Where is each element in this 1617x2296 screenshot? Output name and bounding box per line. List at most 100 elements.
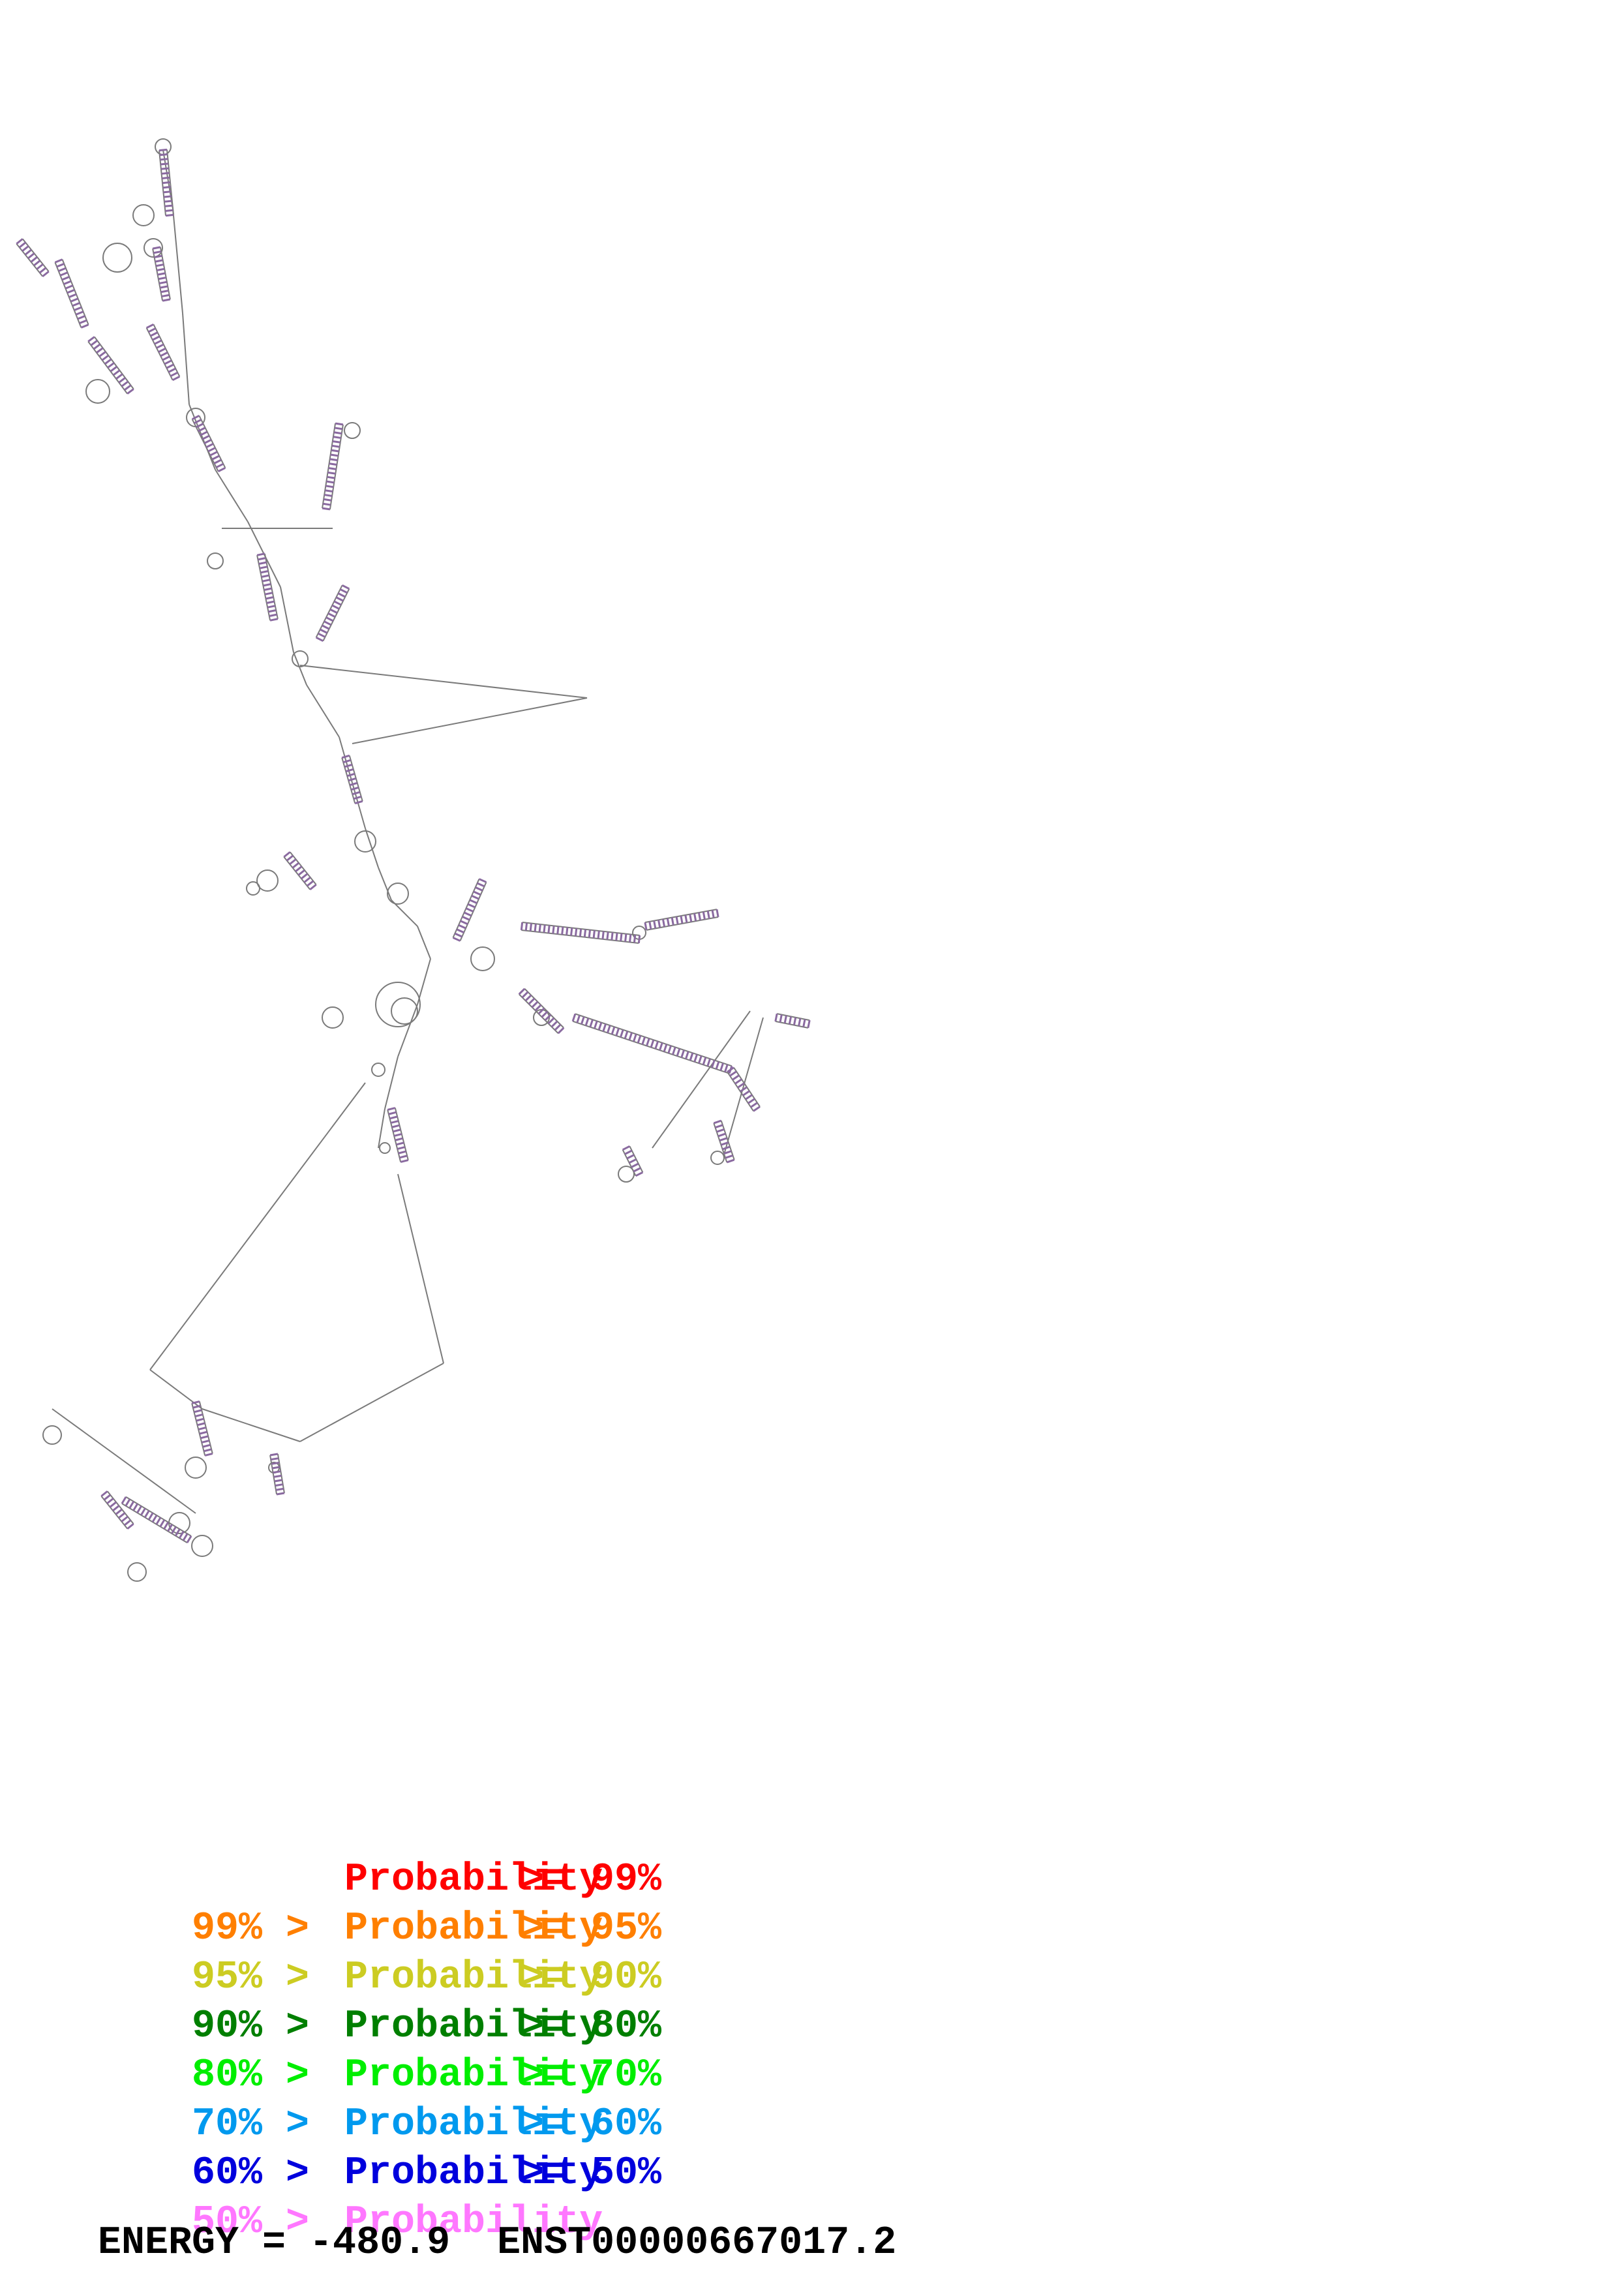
- base-pair: [334, 427, 343, 430]
- base-pair: [325, 616, 334, 622]
- backbone-segment: [397, 1004, 418, 1057]
- base-pair: [289, 858, 297, 866]
- base-pair: [633, 935, 637, 943]
- base-pair: [264, 592, 273, 596]
- base-pair: [77, 315, 85, 320]
- base-pair: [22, 245, 29, 252]
- base-pair: [38, 267, 47, 274]
- base-pair: [191, 414, 200, 421]
- base-pair: [473, 890, 481, 896]
- base-pair: [561, 926, 564, 935]
- base-pair: [742, 1090, 750, 1096]
- base-pair: [579, 928, 582, 937]
- base-pair: [79, 319, 87, 324]
- base-pair: [331, 604, 340, 610]
- transcript-id: ENST00000667017.2: [497, 2221, 897, 2265]
- base-pair: [469, 899, 477, 904]
- base-pair: [624, 1149, 633, 1155]
- stem-strand: [264, 553, 279, 620]
- base-pair: [335, 596, 344, 602]
- base-pair: [341, 584, 350, 590]
- base-pair: [718, 1132, 726, 1138]
- base-pair: [337, 592, 346, 598]
- base-pair: [333, 431, 342, 435]
- backbone-segment: [397, 1173, 444, 1364]
- base-pair: [611, 1026, 616, 1035]
- base-pair: [324, 620, 332, 626]
- base-pair: [521, 991, 529, 999]
- base-pair: [354, 800, 363, 805]
- base-pair: [160, 158, 168, 161]
- base-pair: [101, 354, 110, 361]
- probability-legend: Probability>= 99% 99% > Probability>= 95%…: [98, 1807, 750, 2244]
- base-pair: [205, 443, 214, 449]
- base-pair: [716, 909, 719, 918]
- loop: [191, 1535, 213, 1557]
- base-pair: [554, 1023, 562, 1031]
- base-pair: [807, 1020, 811, 1029]
- legend-suffix: >= 70%: [521, 2053, 662, 2098]
- base-pair: [624, 1031, 629, 1039]
- loop: [710, 1151, 725, 1165]
- base-pair: [159, 148, 168, 152]
- base-pair: [204, 1453, 213, 1457]
- base-pair: [629, 934, 632, 943]
- base-pair: [353, 795, 362, 800]
- base-pair: [200, 430, 208, 436]
- base-pair: [154, 339, 162, 345]
- base-pair: [115, 1508, 123, 1515]
- base-pair: [734, 1078, 742, 1085]
- base-pair: [737, 1082, 745, 1089]
- base-pair: [352, 791, 361, 796]
- base-pair: [196, 423, 204, 429]
- base-pair: [388, 1111, 397, 1115]
- base-pair: [196, 1417, 204, 1422]
- loop: [375, 982, 421, 1027]
- base-pair: [59, 271, 68, 277]
- base-pair: [706, 911, 710, 919]
- loop: [207, 552, 224, 569]
- base-pair: [152, 246, 161, 250]
- legend-prefix: 60% >: [192, 2151, 310, 2196]
- base-pair: [268, 609, 277, 613]
- base-pair: [170, 371, 178, 377]
- base-pair: [283, 851, 291, 858]
- base-pair: [160, 290, 169, 294]
- base-pair: [315, 636, 324, 642]
- base-pair: [261, 574, 269, 578]
- base-pair: [104, 358, 112, 365]
- base-pair: [325, 489, 333, 493]
- base-pair: [121, 380, 129, 387]
- base-pair: [115, 373, 123, 380]
- base-pair: [266, 600, 275, 604]
- base-pair: [259, 566, 268, 569]
- legend-suffix: >= 99%: [521, 1858, 662, 1902]
- base-pair: [452, 937, 461, 942]
- base-pair: [110, 365, 117, 372]
- base-pair: [676, 1048, 681, 1057]
- stem-strand: [776, 1013, 810, 1021]
- base-pair: [788, 1016, 793, 1025]
- base-pair: [273, 1474, 282, 1478]
- base-pair: [127, 1523, 134, 1530]
- base-pair: [671, 917, 674, 926]
- base-pair: [462, 916, 470, 921]
- base-pair: [324, 494, 333, 497]
- base-pair: [597, 930, 600, 939]
- base-pair: [163, 1521, 170, 1530]
- loop: [354, 830, 376, 853]
- base-pair: [269, 618, 279, 622]
- base-pair: [174, 1528, 181, 1537]
- base-pair: [159, 280, 168, 284]
- backbone-segment: [378, 867, 392, 901]
- legend-entry: 99% > Probability>= 95%: [98, 1856, 661, 1951]
- legend-suffix: >= 50%: [521, 2151, 662, 2196]
- base-pair: [460, 920, 468, 926]
- base-pair: [33, 260, 41, 267]
- base-pair: [666, 918, 670, 926]
- loop: [387, 883, 409, 905]
- base-pair: [273, 1470, 281, 1474]
- base-pair: [286, 854, 294, 862]
- structure-stems: [16, 148, 811, 1544]
- stem-strand: [775, 1020, 809, 1029]
